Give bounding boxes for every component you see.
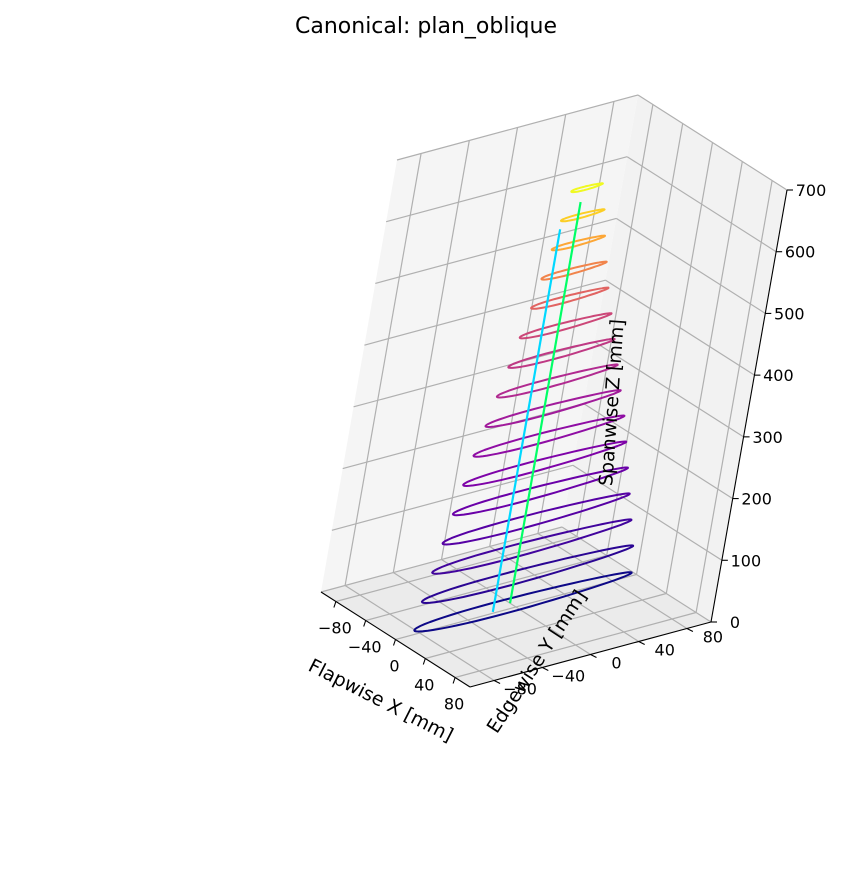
- x-tick: [333, 601, 337, 608]
- grid-side-y: [489, 114, 567, 547]
- section-curve-4: [451, 466, 629, 517]
- z-tick-label: 500: [774, 304, 805, 323]
- grid-side-y: [392, 140, 470, 573]
- z-tick-label: 400: [763, 366, 794, 385]
- section-curve-14: [560, 208, 606, 223]
- z-tick-label: 0: [730, 613, 740, 632]
- x-tick: [422, 658, 426, 665]
- chart-title: Canonical: plan_oblique: [295, 14, 557, 39]
- section-curve-2: [431, 518, 633, 575]
- tick-labels: −80−4004080−80−4004080010020030040050060…: [318, 181, 826, 714]
- y-tick-label: 80: [703, 628, 723, 647]
- spar-lines: [491, 201, 582, 613]
- z-tick-label: 100: [731, 551, 762, 570]
- section-curve-11: [530, 286, 610, 310]
- grid-back-x: [695, 180, 773, 613]
- section-curve-15: [570, 182, 604, 194]
- z-tick-label: 700: [796, 181, 827, 200]
- z-tick-label: 600: [785, 243, 816, 262]
- x-axis-label: Flapwise X [mm]: [305, 655, 457, 747]
- grid-floor-y: [344, 584, 495, 682]
- y-tick: [590, 654, 597, 658]
- grid-back-z: [594, 341, 744, 438]
- y-tick: [686, 628, 694, 632]
- grid-back-z: [583, 403, 734, 500]
- grid-lines: [320, 94, 788, 682]
- grid-back-z: [561, 526, 712, 623]
- grid-side-z: [385, 156, 628, 223]
- grid-side-z: [396, 94, 639, 161]
- section-curve-7: [484, 389, 622, 428]
- y-tick: [493, 680, 501, 684]
- y-tick-label: 40: [655, 641, 675, 660]
- section-curve-3: [441, 492, 631, 546]
- grid-floor-y: [489, 545, 640, 643]
- grid-side-y: [344, 153, 422, 586]
- section-curve-10: [518, 312, 613, 340]
- grid-back-x: [606, 123, 684, 556]
- grid-side-y: [537, 101, 615, 534]
- grid-back-x: [576, 104, 654, 537]
- x-tick: [363, 620, 367, 627]
- y-tick-label: −80: [503, 680, 537, 699]
- spar-line-0: [508, 201, 582, 604]
- spar-line-1: [491, 229, 562, 613]
- z-axis-line: [710, 189, 788, 623]
- grid-back-z: [605, 279, 755, 376]
- x-tick-label: 80: [444, 695, 464, 714]
- section-curve-8: [495, 363, 619, 399]
- grid-back-z: [572, 464, 723, 561]
- section-curve-13: [550, 234, 606, 252]
- section-curve-0: [413, 571, 633, 633]
- section-curve-5: [462, 440, 628, 487]
- grid-back-z: [626, 156, 777, 253]
- grid-back-z: [615, 217, 766, 314]
- section-curve-9: [507, 337, 616, 369]
- x-tick-label: −80: [318, 619, 352, 638]
- x-tick: [392, 639, 397, 646]
- y-tick-label: −40: [551, 667, 585, 686]
- section-curve-6: [472, 414, 626, 458]
- section-curve-1: [420, 544, 635, 604]
- x-tick: [452, 677, 456, 684]
- grid-floor-y: [392, 571, 543, 669]
- section-curve-12: [540, 260, 608, 281]
- grid-back-x: [665, 161, 743, 594]
- z-tick-label: 200: [741, 490, 772, 509]
- x-tick-label: −40: [348, 638, 382, 657]
- grid-side-y: [440, 127, 519, 560]
- grid-back-z: [637, 94, 788, 191]
- x-tick-label: 40: [414, 676, 434, 695]
- x-tick-label: 0: [389, 657, 399, 676]
- y-tick-label: 0: [611, 654, 621, 673]
- y-tick: [542, 667, 549, 671]
- y-tick: [638, 641, 645, 645]
- axis-lines: [320, 189, 793, 688]
- grid-floor-y: [441, 558, 591, 656]
- z-tick-label: 300: [752, 428, 783, 447]
- section-curves: [413, 182, 635, 633]
- grid-back-x: [635, 142, 714, 575]
